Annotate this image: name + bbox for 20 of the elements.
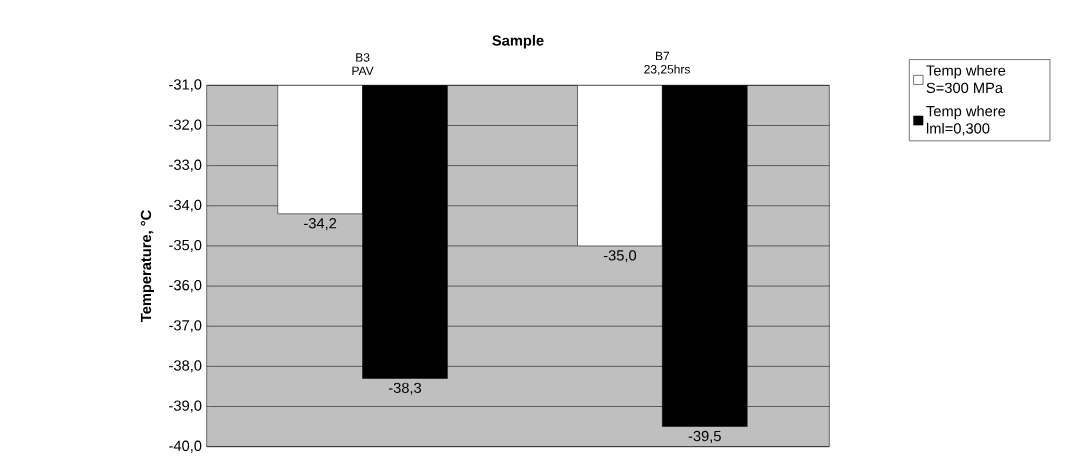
x-tick-label: B3 PAV	[352, 53, 374, 75]
y-tick-label: -37,0	[169, 320, 202, 333]
y-tick-label: -38,0	[169, 360, 202, 373]
data-label: -39,5	[688, 430, 721, 443]
y-tick-label: -31,0	[169, 79, 202, 92]
data-label: -35,0	[603, 250, 637, 263]
y-tick-label: -36,0	[169, 280, 202, 293]
legend-label: Temp where S=300 MPa	[926, 64, 1006, 94]
x-tick-label: B7 23,25hrs	[644, 51, 690, 75]
y-tick-label: -35,0	[169, 239, 202, 252]
data-label: -38,3	[388, 382, 422, 395]
y-tick-label: -32,0	[169, 119, 202, 132]
x-axis-title: Sample	[492, 34, 544, 49]
y-tick-label: -34,0	[169, 199, 202, 212]
y-tick-label: -40,0	[169, 440, 202, 453]
data-label: -34,2	[304, 218, 337, 231]
y-axis-title: Temperature, °C	[140, 210, 155, 323]
y-tick-label: -39,0	[169, 400, 202, 413]
y-tick-label: -33,0	[169, 159, 202, 172]
legend-label: Temp where lml=0,300	[926, 105, 1006, 136]
